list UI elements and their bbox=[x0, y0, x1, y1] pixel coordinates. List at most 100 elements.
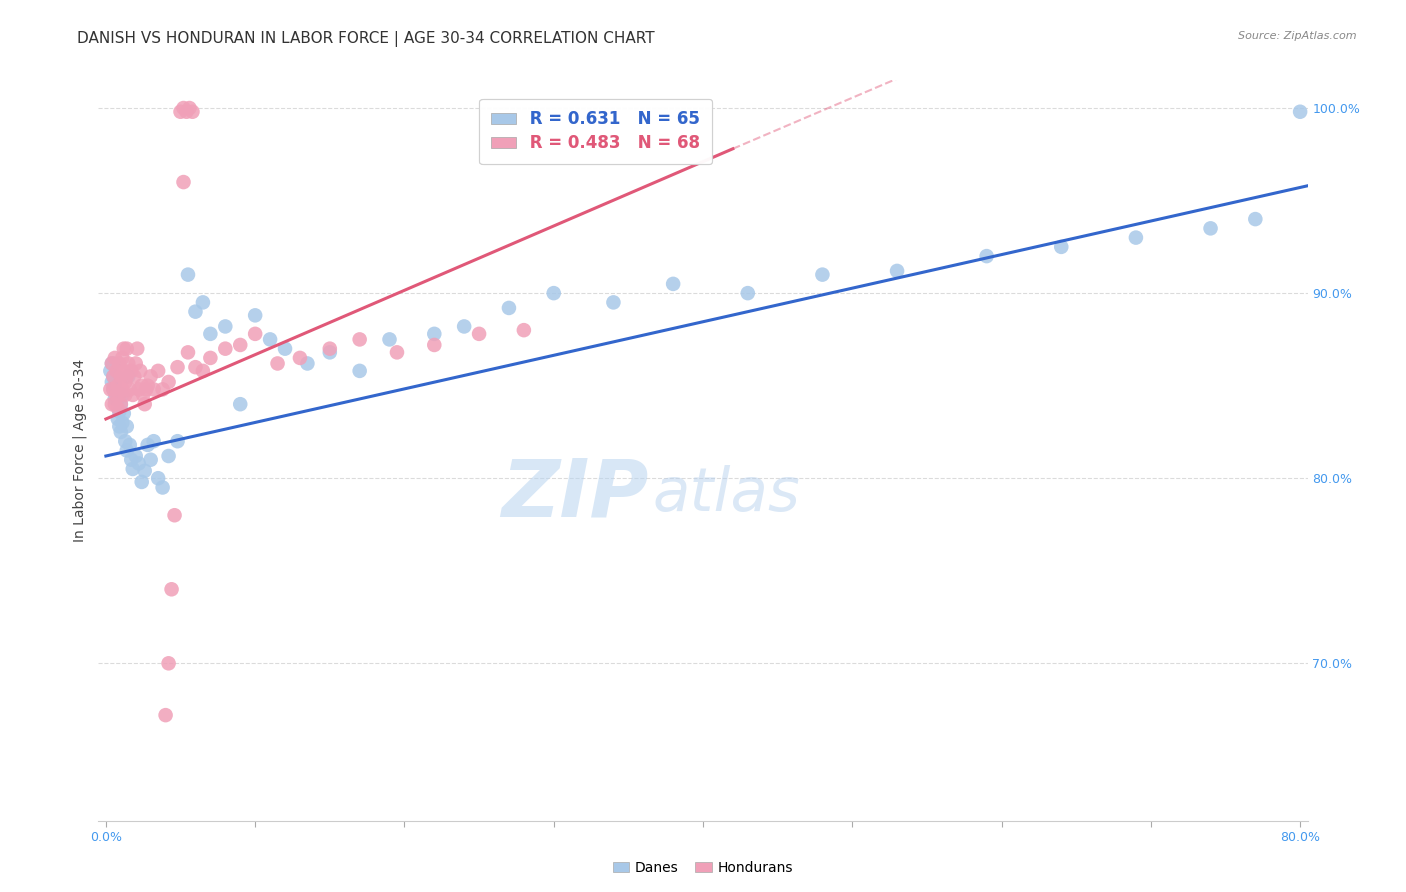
Point bbox=[177, 268, 200, 282]
Point bbox=[319, 345, 342, 359]
Text: atlas: atlas bbox=[652, 466, 800, 524]
Text: DANISH VS HONDURAN IN LABOR FORCE | AGE 30-34 CORRELATION CHART: DANISH VS HONDURAN IN LABOR FORCE | AGE … bbox=[77, 31, 655, 47]
Text: ZIP: ZIP bbox=[501, 456, 648, 534]
Point bbox=[135, 383, 157, 397]
Point bbox=[152, 383, 174, 397]
Point bbox=[104, 397, 127, 411]
Point bbox=[181, 104, 204, 119]
Point bbox=[127, 342, 149, 356]
Point bbox=[266, 356, 288, 370]
Point bbox=[200, 326, 222, 341]
Legend: Danes, Hondurans: Danes, Hondurans bbox=[607, 855, 799, 880]
Point bbox=[105, 364, 128, 378]
Point bbox=[146, 364, 169, 378]
Point bbox=[101, 397, 124, 411]
Point bbox=[1125, 230, 1147, 244]
Point bbox=[513, 323, 536, 337]
Text: Source: ZipAtlas.com: Source: ZipAtlas.com bbox=[1239, 31, 1357, 41]
Point bbox=[111, 416, 134, 430]
Point bbox=[121, 462, 143, 476]
Point bbox=[662, 277, 685, 291]
Point bbox=[121, 388, 143, 402]
Y-axis label: In Labor Force | Age 30-34: In Labor Force | Age 30-34 bbox=[73, 359, 87, 542]
Point bbox=[132, 388, 155, 402]
Point bbox=[179, 101, 201, 115]
Point bbox=[214, 342, 236, 356]
Point bbox=[115, 419, 138, 434]
Point bbox=[602, 295, 624, 310]
Point bbox=[173, 101, 195, 115]
Point bbox=[107, 401, 129, 415]
Point bbox=[737, 286, 759, 301]
Point bbox=[110, 425, 132, 439]
Point bbox=[104, 376, 127, 391]
Point bbox=[142, 434, 165, 449]
Point bbox=[173, 175, 195, 189]
Point bbox=[184, 360, 207, 375]
Point bbox=[110, 397, 132, 411]
Point bbox=[177, 345, 200, 359]
Point bbox=[105, 384, 128, 399]
Point bbox=[111, 351, 134, 365]
Point bbox=[1199, 221, 1222, 235]
Point bbox=[125, 449, 148, 463]
Point bbox=[160, 582, 183, 597]
Point bbox=[107, 392, 129, 406]
Point bbox=[104, 392, 127, 406]
Point bbox=[103, 369, 125, 384]
Point bbox=[131, 378, 153, 392]
Point bbox=[1244, 212, 1267, 227]
Point bbox=[146, 471, 169, 485]
Point bbox=[115, 443, 138, 458]
Point bbox=[118, 383, 141, 397]
Point bbox=[166, 434, 188, 449]
Point bbox=[118, 438, 141, 452]
Point bbox=[131, 475, 153, 489]
Point bbox=[112, 407, 135, 421]
Point bbox=[191, 295, 214, 310]
Point bbox=[103, 356, 125, 370]
Point bbox=[111, 383, 134, 397]
Point bbox=[108, 419, 131, 434]
Point bbox=[166, 360, 188, 375]
Point bbox=[115, 342, 138, 356]
Point bbox=[112, 364, 135, 378]
Point bbox=[288, 351, 311, 365]
Point bbox=[139, 452, 162, 467]
Point bbox=[176, 104, 198, 119]
Point bbox=[120, 364, 142, 378]
Point bbox=[155, 708, 177, 723]
Point bbox=[243, 326, 266, 341]
Point bbox=[108, 388, 131, 402]
Point bbox=[112, 342, 135, 356]
Point bbox=[349, 332, 371, 346]
Point bbox=[169, 104, 191, 119]
Point bbox=[115, 369, 138, 384]
Point bbox=[184, 304, 207, 318]
Point bbox=[214, 319, 236, 334]
Point bbox=[378, 332, 401, 346]
Point bbox=[101, 375, 124, 389]
Point bbox=[110, 397, 132, 411]
Point bbox=[101, 356, 124, 370]
Point bbox=[811, 268, 834, 282]
Point bbox=[319, 342, 342, 356]
Point bbox=[104, 351, 127, 365]
Point bbox=[229, 397, 252, 411]
Point bbox=[128, 457, 150, 471]
Point bbox=[1289, 104, 1312, 119]
Point bbox=[243, 309, 266, 323]
Point bbox=[103, 383, 125, 397]
Point bbox=[498, 301, 520, 315]
Point bbox=[103, 369, 125, 384]
Point bbox=[163, 508, 186, 523]
Point bbox=[423, 326, 446, 341]
Point bbox=[125, 356, 148, 370]
Point bbox=[259, 332, 281, 346]
Point bbox=[98, 364, 121, 378]
Point bbox=[114, 375, 136, 389]
Point bbox=[120, 452, 142, 467]
Point bbox=[453, 319, 475, 334]
Point bbox=[543, 286, 565, 301]
Point bbox=[110, 369, 132, 384]
